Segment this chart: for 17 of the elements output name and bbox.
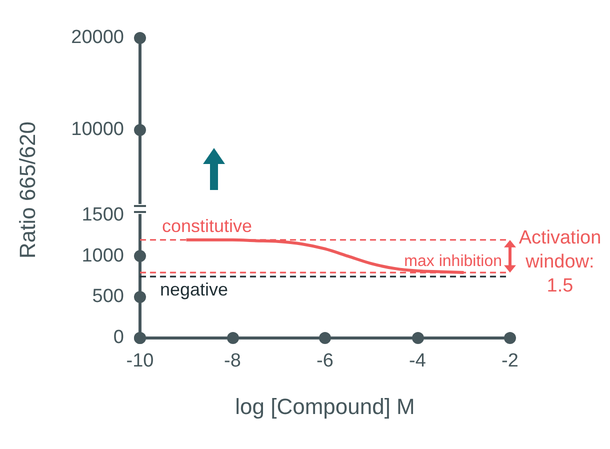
y-tick-label: 500 bbox=[92, 286, 124, 308]
y-tick-label: 1500 bbox=[82, 204, 124, 226]
y-tick-label: 20000 bbox=[71, 27, 124, 48]
y-tick-label: 1000 bbox=[82, 245, 124, 266]
x-tick-label: -6 bbox=[316, 350, 334, 372]
y-tick-label: 10000 bbox=[71, 119, 124, 140]
x-tick-label: -4 bbox=[409, 350, 426, 372]
x-tick-label: -2 bbox=[502, 350, 518, 372]
text: Activation window: 1.5 bbox=[518, 227, 602, 296]
y-tick-label: 0 bbox=[113, 327, 124, 348]
ref-line-label: constitutive bbox=[162, 216, 252, 236]
x-axis-title: log [Compound] M bbox=[235, 394, 415, 419]
y-axis-title: Ratio 665/620 bbox=[15, 122, 41, 258]
ref-line-label: max inhibition bbox=[404, 252, 502, 270]
x-tick-label: -10 bbox=[126, 350, 154, 372]
ref-line-label: negative bbox=[160, 280, 228, 300]
x-tick-label: -8 bbox=[224, 350, 241, 372]
